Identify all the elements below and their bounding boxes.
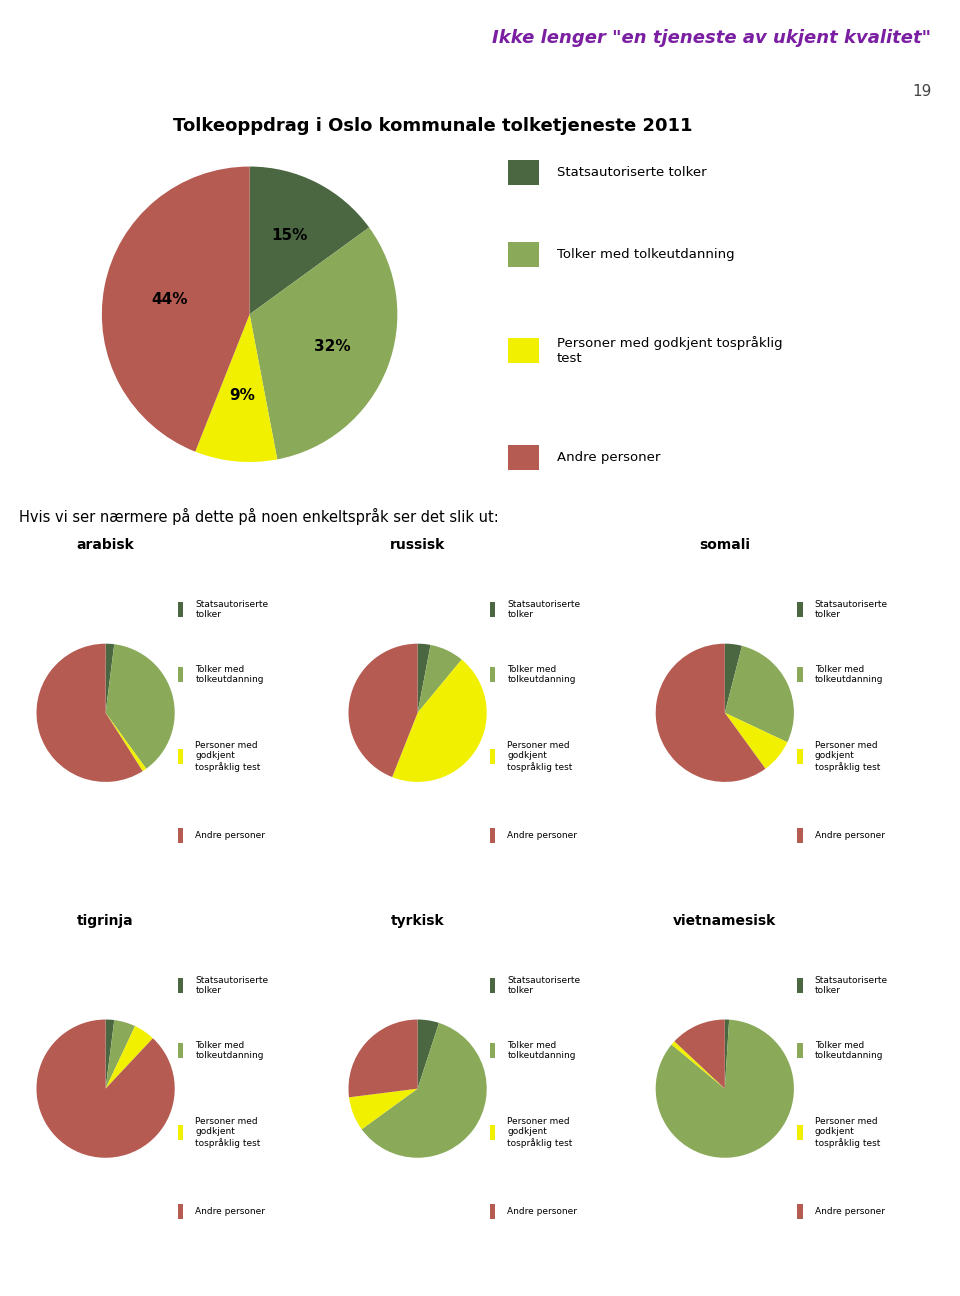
Wedge shape [348,1020,418,1098]
Text: Personer med godkjent tospråklig
test: Personer med godkjent tospråklig test [557,336,782,365]
Text: Personer med
godkjent
tospråklig test: Personer med godkjent tospråklig test [196,1117,261,1148]
Text: Personer med
godkjent
tospråklig test: Personer med godkjent tospråklig test [196,741,261,772]
Text: Andre personer: Andre personer [557,451,660,464]
Text: tigrinja: tigrinja [78,914,133,928]
Text: Personer med
godkjent
tospråklig test: Personer med godkjent tospråklig test [815,741,880,772]
Text: Andre personer: Andre personer [196,1207,266,1216]
Text: Tolker med
tolkeutdanning: Tolker med tolkeutdanning [508,665,576,684]
Text: russisk: russisk [390,538,445,552]
Wedge shape [725,644,742,713]
Text: Tolker med
tolkeutdanning: Tolker med tolkeutdanning [196,665,264,684]
Text: 9%: 9% [229,388,255,403]
Wedge shape [392,660,487,781]
Text: Statsautoriserte tolker: Statsautoriserte tolker [557,166,707,179]
Text: Andre personer: Andre personer [508,1207,578,1216]
Bar [490,1204,495,1218]
Text: Andre personer: Andre personer [196,831,266,840]
Bar [178,1125,183,1139]
Bar [797,749,803,763]
Wedge shape [36,1020,175,1157]
Bar [178,1043,183,1058]
Wedge shape [675,1020,725,1089]
Text: Tolker med
tolkeutdanning: Tolker med tolkeutdanning [815,665,883,684]
Text: Personer med
godkjent
tospråklig test: Personer med godkjent tospråklig test [815,1117,880,1148]
Wedge shape [656,644,765,781]
Wedge shape [349,1089,418,1129]
Bar [797,601,803,617]
Wedge shape [106,644,114,713]
Wedge shape [418,645,462,713]
Text: 32%: 32% [314,340,350,354]
Bar [178,828,183,842]
Wedge shape [250,167,370,315]
Bar [490,828,495,842]
Bar [178,749,183,763]
Wedge shape [656,1020,794,1157]
Text: Tolker med
tolkeutdanning: Tolker med tolkeutdanning [196,1041,264,1060]
Text: Ikke lenger "en tjeneste av ukjent kvalitet": Ikke lenger "en tjeneste av ukjent kvali… [492,29,931,47]
Bar [797,1043,803,1058]
Wedge shape [725,713,787,769]
Text: Statsautoriserte
tolker: Statsautoriserte tolker [815,600,888,619]
Text: Personer med
godkjent
tospråklig test: Personer med godkjent tospråklig test [508,741,573,772]
Bar [508,159,539,185]
Wedge shape [418,1020,439,1089]
Wedge shape [250,227,397,459]
Text: arabisk: arabisk [77,538,134,552]
Text: Tolkeoppdrag i Oslo kommunale tolketjeneste 2011: Tolkeoppdrag i Oslo kommunale tolketjene… [173,117,692,135]
Bar [490,977,495,993]
Text: Andre personer: Andre personer [815,831,885,840]
Text: 44%: 44% [152,292,188,307]
Wedge shape [106,713,146,771]
Wedge shape [725,1020,730,1089]
Text: somali: somali [699,538,751,552]
Text: Statsautoriserte
tolker: Statsautoriserte tolker [508,600,581,619]
Wedge shape [418,644,430,713]
Wedge shape [102,167,250,451]
Wedge shape [106,1020,114,1089]
Text: Tolker med
tolkeutdanning: Tolker med tolkeutdanning [815,1041,883,1060]
Bar [797,667,803,682]
Bar [797,1204,803,1218]
Text: vietnamesisk: vietnamesisk [673,914,777,928]
Text: Andre personer: Andre personer [508,831,578,840]
Bar [178,667,183,682]
Text: Statsautoriserte
tolker: Statsautoriserte tolker [508,976,581,995]
Bar [490,1125,495,1139]
Wedge shape [106,1026,153,1089]
Bar [797,828,803,842]
Bar [490,667,495,682]
Bar [508,445,539,470]
Wedge shape [362,1023,487,1157]
Wedge shape [725,645,794,743]
Wedge shape [348,644,418,778]
Text: Tolker med
tolkeutdanning: Tolker med tolkeutdanning [508,1041,576,1060]
Text: Statsautoriserte
tolker: Statsautoriserte tolker [196,976,269,995]
Bar [178,601,183,617]
Bar [508,242,539,267]
Text: 15%: 15% [272,228,308,242]
Text: Tolker med tolkeutdanning: Tolker med tolkeutdanning [557,248,734,260]
Text: Hvis vi ser nærmere på dette på noen enkeltspråk ser det slik ut:: Hvis vi ser nærmere på dette på noen enk… [19,508,499,525]
Wedge shape [106,1020,135,1089]
Bar [490,601,495,617]
Text: Andre personer: Andre personer [815,1207,885,1216]
Bar [178,977,183,993]
Bar [797,977,803,993]
Wedge shape [195,315,277,461]
Wedge shape [106,644,175,769]
Wedge shape [36,644,143,781]
Bar [490,749,495,763]
Bar [178,1204,183,1218]
Wedge shape [672,1041,725,1089]
Bar [490,1043,495,1058]
Text: Statsautoriserte
tolker: Statsautoriserte tolker [196,600,269,619]
Bar [797,1125,803,1139]
Text: 19: 19 [912,84,931,100]
Text: Personer med
godkjent
tospråklig test: Personer med godkjent tospråklig test [508,1117,573,1148]
Text: tyrkisk: tyrkisk [391,914,444,928]
Text: Statsautoriserte
tolker: Statsautoriserte tolker [815,976,888,995]
Bar [508,338,539,363]
